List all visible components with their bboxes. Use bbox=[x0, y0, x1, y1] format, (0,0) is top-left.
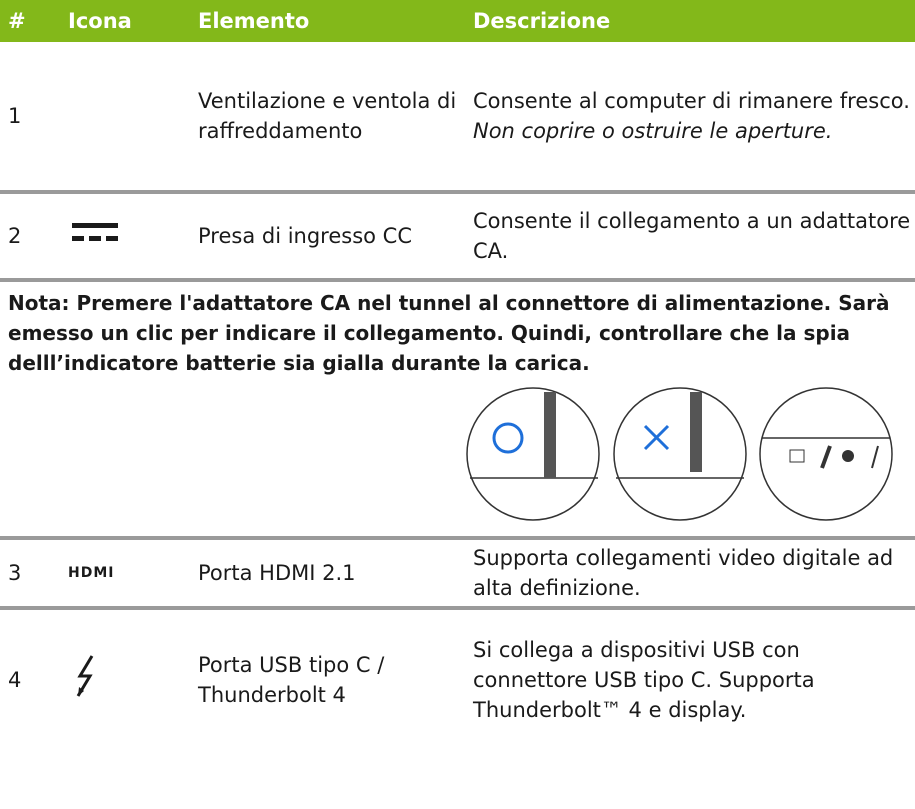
description-text: Consente al computer di rimanere fresco. bbox=[473, 89, 910, 113]
header-cell: Elemento bbox=[198, 9, 310, 33]
description: Consente il collegamento a un adattatore… bbox=[473, 209, 911, 263]
row-number: 3 bbox=[8, 561, 22, 585]
icon-cell bbox=[60, 215, 190, 257]
dc-icon bbox=[72, 223, 118, 241]
description: Supporta collegamenti video digitale ad … bbox=[473, 546, 894, 600]
row-number: 1 bbox=[8, 104, 22, 128]
header-cell: # bbox=[8, 9, 26, 33]
thunderbolt-icon bbox=[76, 655, 94, 697]
warning: Non coprire o ostruire le aperture. bbox=[473, 119, 833, 143]
header-cell: Descrizione bbox=[473, 9, 611, 33]
table-row: 4 Porta USB tipo C / Thunderbolt 4 Si co… bbox=[0, 606, 915, 750]
row-number: 2 bbox=[8, 224, 22, 248]
table-row: 3 HDMI Porta HDMI 2.1 Supporta collegame… bbox=[0, 536, 915, 606]
table-header: # Icona Elemento Descrizione bbox=[0, 0, 915, 42]
icon-cell bbox=[60, 652, 190, 708]
description: Si collega a dispositivi USB con connett… bbox=[473, 638, 815, 722]
note: Nota: Premere l'adattatore CA nel tunnel… bbox=[0, 278, 915, 378]
row-number: 4 bbox=[8, 668, 22, 692]
element: Presa di ingresso CC bbox=[198, 224, 413, 248]
element: Ventilazione e ventola di raffreddamento bbox=[198, 89, 457, 143]
table-row: 2 Presa di ingresso CC Consente il colle… bbox=[0, 190, 915, 278]
description: Consente al computer di rimanere fresco.… bbox=[465, 84, 915, 148]
icon-cell bbox=[60, 114, 190, 118]
illustration bbox=[0, 378, 915, 536]
element: Porta USB tipo C / Thunderbolt 4 bbox=[198, 653, 385, 707]
connector-illustration bbox=[466, 387, 893, 521]
hdmi-logo: HDMI bbox=[68, 565, 115, 581]
header-cell: Icona bbox=[68, 9, 132, 33]
element: Porta HDMI 2.1 bbox=[198, 561, 356, 585]
table-row: 1 Ventilazione e ventola di raffreddamen… bbox=[0, 42, 915, 190]
